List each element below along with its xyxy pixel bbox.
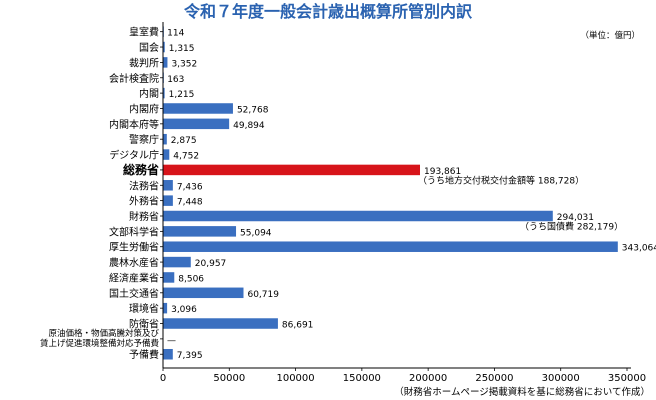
- category-label: 経済産業省: [109, 271, 159, 284]
- bar: [163, 133, 167, 145]
- value-label: 49,894: [233, 121, 265, 131]
- bar: [163, 287, 244, 299]
- category-label: 総務省: [123, 162, 159, 177]
- chart-title: 令和７年度一般会計歳出概算所管別内訳: [183, 2, 473, 21]
- value-label: 60,719: [247, 290, 279, 300]
- bar: [163, 149, 170, 160]
- category-label: 農林水産省: [109, 256, 159, 269]
- value-label: 8,506: [178, 274, 204, 284]
- bar: [163, 164, 421, 176]
- bar: [163, 256, 191, 268]
- category-label: 法務省: [129, 179, 159, 192]
- x-tick-label: 350000: [608, 373, 646, 384]
- bar: [163, 318, 278, 329]
- bar: [163, 241, 618, 252]
- bar: [163, 103, 233, 114]
- bar: [163, 118, 230, 130]
- bar: [163, 57, 168, 68]
- x-tick-label: 300000: [542, 373, 580, 384]
- value-label: 294,031: [557, 213, 594, 223]
- value-label: 114: [167, 29, 184, 39]
- value-label: 20,957: [195, 259, 227, 269]
- value-label: 1,315: [169, 44, 195, 54]
- bar: [163, 180, 173, 191]
- category-label: 会計検査院: [109, 72, 159, 85]
- category-label: 内閣本府等: [109, 118, 159, 131]
- x-tick-label: 250000: [475, 373, 513, 384]
- bar: [163, 226, 237, 237]
- value-label: 3,096: [171, 305, 197, 315]
- category-label: 文部科学省: [109, 225, 159, 238]
- bar: [163, 210, 553, 222]
- bar: [163, 87, 165, 99]
- x-tick-label: 100000: [276, 373, 314, 384]
- category-label: 国土交通省: [109, 287, 159, 300]
- category-label: 環境省: [129, 302, 159, 315]
- value-label: 86,691: [282, 321, 314, 331]
- category-label: 予備費: [129, 348, 159, 361]
- bar: [163, 348, 173, 360]
- value-label: 7,395: [177, 351, 203, 361]
- category-label: 内閣府: [129, 102, 159, 115]
- category-label: 裁判所: [129, 56, 159, 69]
- category-label: 皇室費: [129, 26, 159, 39]
- value-label: 4,752: [173, 152, 199, 162]
- category-label: 財務省: [129, 210, 159, 223]
- value-label: 55,094: [240, 228, 272, 238]
- plot-area: 皇室費 114 国会 1,315 裁判所 3,352 会計検査院 163 内閣 1,215 内閣府 5…: [40, 22, 656, 384]
- value-label: 7,448: [177, 198, 203, 208]
- category-label: 賃上げ促進環境整備対応予備費: [40, 338, 160, 349]
- annotation: （うち地方交付税交付金額等 188,728）: [418, 174, 584, 186]
- value-label: 163: [167, 75, 184, 85]
- value-label: 52,768: [237, 105, 269, 115]
- bar: [163, 302, 168, 314]
- category-label: 警察庁: [129, 133, 159, 146]
- category-label: 厚生労働省: [109, 241, 159, 254]
- value-label: 343,064: [622, 244, 656, 254]
- x-tick-label: 150000: [343, 373, 381, 384]
- category-label: 内閣: [139, 87, 159, 100]
- category-label: 国会: [139, 41, 159, 54]
- unit-label: （単位：億円）: [580, 30, 640, 41]
- value-label: 7,436: [177, 182, 203, 192]
- value-label: 3,352: [171, 59, 197, 69]
- source-note: （財務省ホームページ掲載資料を基に総務省において作成）: [394, 386, 650, 398]
- category-label: デジタル庁: [109, 149, 159, 162]
- value-label: —: [167, 336, 176, 346]
- x-tick-label: 50000: [213, 373, 245, 384]
- bar: [163, 195, 173, 206]
- value-label: 2,875: [171, 136, 197, 146]
- bar: [163, 272, 175, 283]
- category-label: 防衛省: [129, 318, 159, 331]
- category-label: 原油価格・物価高騰対策及び: [48, 328, 159, 339]
- annotation: （うち国債費 282,179）: [520, 220, 623, 232]
- bar: [163, 41, 165, 53]
- x-tick-label: 200000: [409, 373, 447, 384]
- value-label: 1,215: [169, 90, 195, 100]
- category-label: 外務省: [129, 195, 159, 208]
- x-tick-label: 0: [160, 373, 166, 384]
- value-label: 193,861: [424, 167, 461, 177]
